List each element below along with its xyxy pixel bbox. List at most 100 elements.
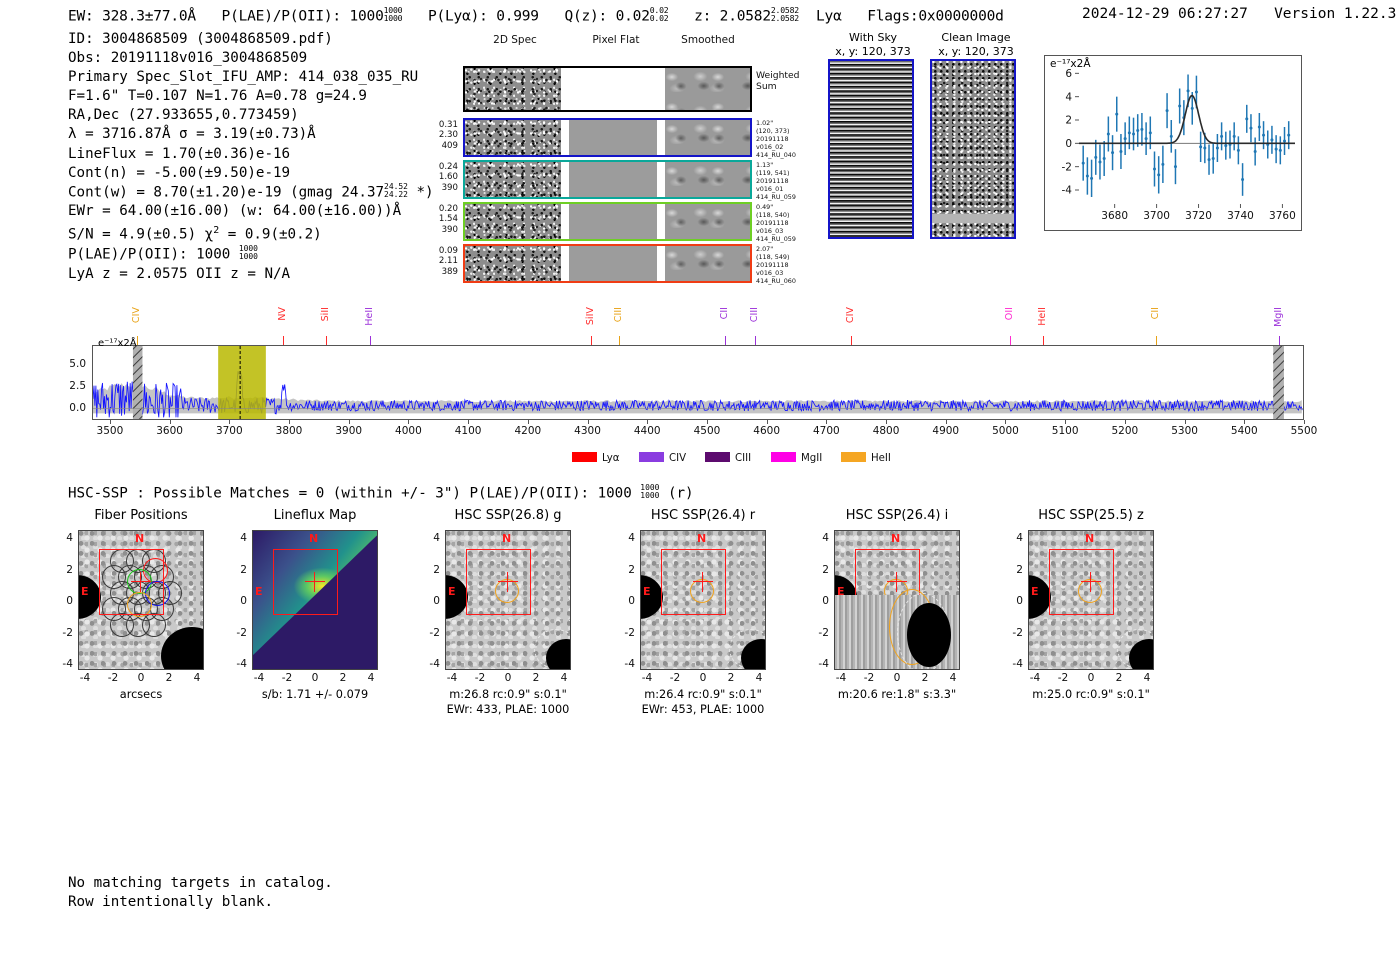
cutout-clean-caption: Clean Image x, y: 120, 373 bbox=[926, 31, 1026, 58]
cutout-clean-image[interactable] bbox=[930, 59, 1016, 239]
spec2d-weighted-sum-pixelflat bbox=[569, 68, 657, 110]
spectrum-x-tickmark bbox=[1184, 420, 1186, 424]
panel-y-tick: -4 bbox=[624, 658, 635, 670]
fiber-gap-2 bbox=[657, 162, 665, 197]
panel-x-tick: -4 bbox=[641, 672, 653, 684]
header-plae-lo: 1000 bbox=[383, 13, 403, 24]
spec2d-fiber-row[interactable] bbox=[463, 244, 752, 283]
fiber-meta: v016_01 bbox=[756, 185, 784, 194]
panel-y-tick: 2 bbox=[628, 563, 635, 576]
compass-east-label: E bbox=[448, 585, 456, 598]
compass-east-label: E bbox=[1031, 585, 1039, 598]
spec2d-fiber-row[interactable] bbox=[463, 160, 752, 199]
spectrum-x-tick: 4600 bbox=[753, 425, 781, 437]
cutout-panel-title: HSC SSP(26.4) i bbox=[845, 508, 949, 523]
spec2d-fiber-row[interactable] bbox=[463, 118, 752, 157]
crosshair-vertical bbox=[314, 572, 316, 592]
legend-label: MgII bbox=[801, 453, 823, 464]
panel-x-tick: -2 bbox=[474, 672, 486, 684]
spec2d-col-header-smoothed: Smoothed bbox=[681, 34, 735, 46]
header-qz-lo: 0.02 bbox=[649, 13, 669, 24]
panel-x-tick: -4 bbox=[835, 672, 847, 684]
spectrum-x-tickmark bbox=[1065, 420, 1067, 424]
neighbor-source-blob-2 bbox=[907, 603, 951, 667]
fiber-circle-orange bbox=[127, 592, 152, 617]
spectrum-line-tick bbox=[1155, 336, 1157, 345]
panel-x-tick: 2 bbox=[1115, 672, 1123, 684]
spec2d-fiber-row[interactable] bbox=[463, 202, 752, 241]
hsc-summary-lo: 1000 bbox=[640, 491, 660, 501]
panel-x-tick: 4 bbox=[193, 672, 201, 684]
fiber-stat: 2.11 bbox=[438, 256, 458, 267]
hsc-summary-pre: HSC-SSP : Possible Matches = 0 (within +… bbox=[68, 485, 632, 502]
info-obs: Obs: 20191118v016_3004868509 bbox=[68, 50, 308, 67]
fiber-stat: 0.24 bbox=[438, 162, 458, 172]
cutout-panel: Lineflux Map N E 4 2 0 -2 -4 -4 -2 0 2 4 s/b: 1.71 +/… bbox=[236, 508, 378, 701]
caption-line-1: m:26.8 rc:0.9" s:0.1" bbox=[449, 688, 567, 701]
crosshair-vertical bbox=[507, 572, 509, 592]
fiber-stat: 409 bbox=[441, 140, 458, 151]
info-seeing: F=1.6" T=0.107 N=1.76 A=0.78 g=24.9 bbox=[68, 88, 367, 105]
fiber-meta: (119, 541) bbox=[756, 169, 790, 178]
fiber-meta: (118, 549) bbox=[756, 253, 790, 262]
spec2d-gap-2 bbox=[657, 68, 665, 110]
full-spectrum-axes[interactable] bbox=[92, 345, 1304, 420]
fiber-right-meta: 2.07" (118, 549) 20191118 v016_03 414_RU_060 bbox=[756, 245, 820, 285]
spectrum-line-tick bbox=[851, 336, 853, 345]
panel-y-tick: 2 bbox=[66, 563, 73, 576]
header-line-id: Lyα bbox=[816, 8, 842, 25]
spectrum-line-tick bbox=[283, 336, 285, 345]
fiber-gap-2 bbox=[657, 246, 665, 281]
panel-y-tick: 2 bbox=[433, 563, 440, 576]
emission-line-zoom-chart[interactable]: 3680 3700 3720 3740 3760 -4 -2 0 2 4 6 bbox=[1044, 55, 1302, 231]
caption-line-1: m:26.4 rc:0.9" s:0.1" bbox=[644, 688, 762, 701]
panel-x-tick: -4 bbox=[1029, 672, 1041, 684]
caption-line-2: EWr: 453, PLAE: 1000 bbox=[641, 702, 765, 716]
fiber-meta: 20191118 bbox=[756, 261, 789, 270]
compass-east-label: E bbox=[255, 585, 263, 598]
panel-x-tick: 0 bbox=[699, 672, 707, 684]
header-plae-label: P(LAE)/P(OII): 1000 bbox=[221, 8, 384, 25]
panel-y-tick: -2 bbox=[624, 626, 635, 639]
spectrum-line-tick bbox=[590, 336, 592, 345]
fiber-2dspec bbox=[465, 120, 561, 155]
header-plae-hi: 1000 bbox=[383, 5, 403, 15]
spectrum-y-tick: 2.5 bbox=[69, 379, 86, 392]
fiber-meta: 0.49" bbox=[756, 203, 774, 211]
spectrum-line-label: CII bbox=[1149, 307, 1161, 320]
header-qz-hi: 0.02 bbox=[649, 5, 669, 15]
info-radec: RA,Dec (27.933655,0.773459) bbox=[68, 107, 299, 124]
panel-x-tick: -2 bbox=[669, 672, 681, 684]
fiber-meta: 414_RU_059 bbox=[756, 235, 796, 244]
panel-x-tick: 4 bbox=[560, 672, 568, 684]
cutout-panel-title: HSC SSP(25.5) z bbox=[1038, 508, 1144, 523]
panel-y-tick: -2 bbox=[429, 626, 440, 639]
aperture-box bbox=[273, 549, 338, 615]
spectrum-line-label: HeII bbox=[364, 307, 376, 326]
panel-y-tick: 0 bbox=[628, 595, 635, 607]
spectrum-x-tickmark bbox=[289, 420, 291, 424]
cutout-panel: HSC SSP(26.8) g N E 4 2 0 -2 -4 -4 -2 0 2 4 m:26.8 rc… bbox=[429, 508, 571, 716]
spectrum-legend-item: MgII bbox=[771, 452, 822, 464]
fiber-meta: 1.02" bbox=[756, 119, 774, 127]
spec2d-weighted-sum-smoothed bbox=[665, 68, 750, 110]
panel-y-tick: -2 bbox=[1012, 626, 1023, 639]
legend-label: HeII bbox=[871, 453, 891, 464]
spectrum-x-tick: 3500 bbox=[96, 425, 124, 437]
spectrum-legend-item: Lyα bbox=[572, 452, 619, 464]
compass-north-label: N bbox=[135, 532, 145, 545]
panel-y-tick: 4 bbox=[1016, 532, 1023, 544]
crosshair-vertical bbox=[896, 572, 898, 592]
fiber-gap-1 bbox=[561, 120, 569, 155]
spectrum-x-tickmark bbox=[1005, 420, 1007, 424]
legend-swatch bbox=[705, 452, 730, 462]
cutout-withsky-image[interactable] bbox=[828, 59, 914, 239]
cutout-withsky-caption: With Sky x, y: 120, 373 bbox=[826, 31, 920, 58]
fiber-gap-2 bbox=[657, 204, 665, 239]
